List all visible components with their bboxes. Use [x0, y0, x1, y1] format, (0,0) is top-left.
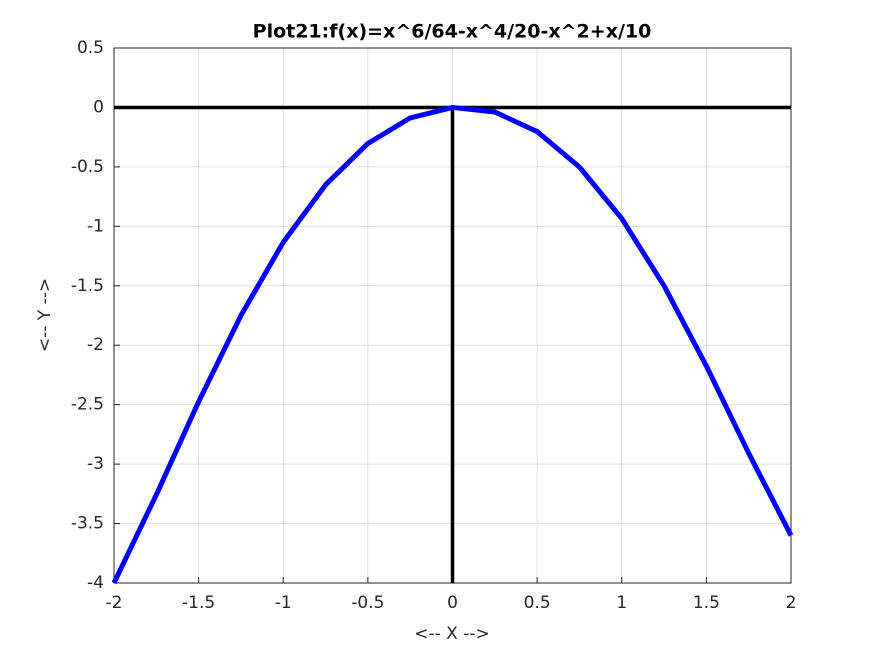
- y-tick-label: -2: [87, 335, 104, 355]
- y-tick-label: -1.5: [71, 276, 104, 296]
- x-tick-label: 1.5: [693, 593, 720, 613]
- x-tick-label: -2: [106, 593, 123, 613]
- y-tick-label: -3: [87, 454, 104, 474]
- y-axis-label: <-- Y -->: [35, 278, 55, 352]
- x-axis-label: <-- X -->: [414, 624, 489, 644]
- y-tick-label: 0: [93, 97, 104, 117]
- x-tick-label: 1: [616, 593, 627, 613]
- x-tick-label: 2: [786, 593, 797, 613]
- x-tick-label: -0.5: [351, 593, 384, 613]
- x-tick-label: -1.5: [182, 593, 215, 613]
- x-tick-label: -1: [275, 593, 292, 613]
- y-tick-label: -1: [87, 216, 104, 236]
- x-tick-label: 0: [447, 593, 458, 613]
- y-tick-label: 0.5: [77, 38, 104, 58]
- chart-title: Plot21:f(x)=x^6/64-x^4/20-x^2+x/10: [253, 21, 652, 43]
- x-tick-label: 0.5: [524, 593, 551, 613]
- line-series: [111, 104, 794, 585]
- y-tick-label: -2.5: [71, 395, 104, 415]
- y-tick-label: -0.5: [71, 157, 104, 177]
- y-tick-label: -4: [87, 573, 104, 593]
- y-tick-label: -3.5: [71, 514, 104, 534]
